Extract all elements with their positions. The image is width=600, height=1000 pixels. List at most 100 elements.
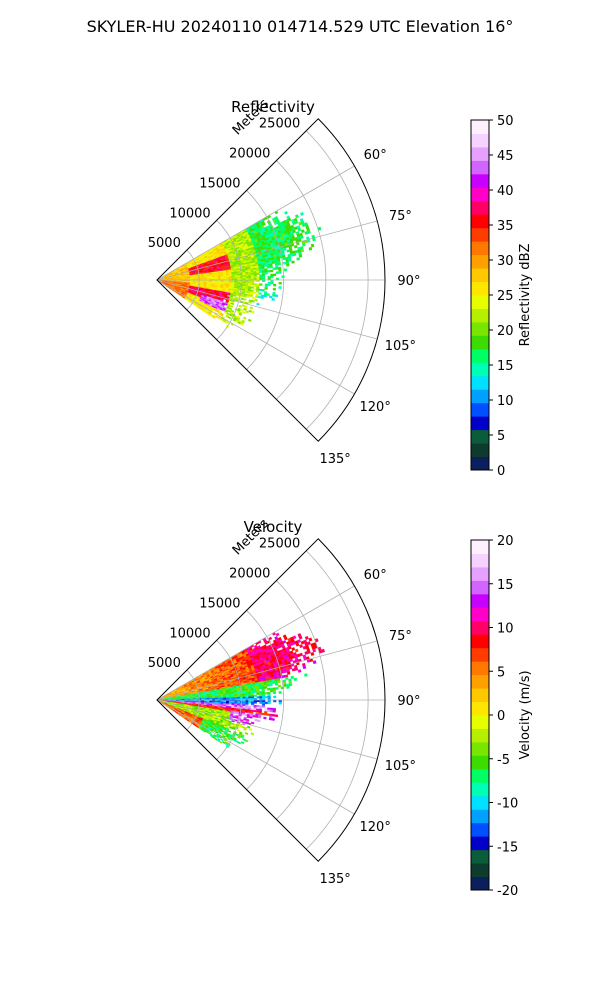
- echo-cell: [234, 277, 238, 279]
- echo-cell: [256, 696, 260, 699]
- echo-cell: [261, 289, 265, 292]
- echo-cell: [278, 271, 282, 274]
- echo-cell: [271, 298, 275, 301]
- echo-cell: [245, 275, 249, 278]
- echo-cell: [250, 276, 255, 279]
- echo-cell: [245, 310, 249, 314]
- echo-cell: [294, 214, 299, 219]
- colorbar-segment: [471, 389, 489, 404]
- echo-cell: [224, 321, 229, 325]
- echo-cell: [275, 271, 279, 274]
- echo-cell: [262, 701, 266, 704]
- echo-cell: [261, 694, 266, 697]
- echo-cell: [252, 291, 257, 295]
- colorbar-tick-label: 25: [497, 289, 514, 304]
- colorbar-segment: [471, 227, 489, 242]
- echo-cell: [264, 283, 268, 286]
- echo-cell: [220, 738, 224, 742]
- echo-field: [156, 210, 322, 329]
- echo-cell: [270, 273, 274, 277]
- echo-cell: [256, 283, 260, 286]
- colorbar-segment: [471, 348, 489, 363]
- echo-cell: [254, 298, 258, 302]
- echo-cell: [267, 281, 271, 285]
- echo-cell: [257, 715, 262, 719]
- echo-cell: [277, 262, 281, 266]
- colorbar-segment: [471, 429, 489, 444]
- echo-cell: [237, 741, 242, 745]
- colorbar-tick-label: 15: [497, 359, 514, 374]
- echo-cell: [237, 696, 241, 699]
- echo-cell: [250, 696, 255, 699]
- echo-cell: [272, 287, 277, 291]
- echo-cell: [270, 269, 274, 273]
- echo-cell: [258, 288, 263, 292]
- colorbar-tick-label: 10: [497, 394, 514, 409]
- echo-cell: [239, 322, 244, 326]
- echo-cell: [267, 269, 271, 273]
- echo-cell: [253, 272, 257, 276]
- sector-outline: [156, 118, 386, 442]
- colorbar-segment: [471, 160, 489, 175]
- echo-cell: [267, 283, 271, 287]
- echo-cell: [245, 276, 249, 279]
- echo-cell: [263, 294, 267, 298]
- echo-cell: [264, 272, 268, 275]
- echo-cell: [263, 716, 267, 720]
- echo-cell: [250, 693, 255, 696]
- echo-cell: [243, 295, 248, 298]
- colorbar-segment: [471, 375, 489, 390]
- echo-cell: [238, 304, 242, 308]
- colorbar-segment: [471, 241, 489, 256]
- echo-cell: [218, 740, 223, 744]
- echo-cell: [248, 276, 252, 279]
- colorbar-segment: [471, 402, 489, 417]
- echo-cell: [254, 718, 258, 722]
- echo-cell: [248, 281, 252, 284]
- angle-tick-label: 105°: [385, 339, 416, 354]
- echo-cell: [261, 703, 266, 706]
- echo-cell: [264, 701, 268, 705]
- echo-cell: [241, 713, 245, 716]
- colorbar-segment: [471, 214, 489, 229]
- colorbar-segment: [471, 456, 489, 471]
- colorbar-segment: [471, 362, 489, 377]
- echo-cell: [262, 696, 266, 699]
- echo-cell: [307, 230, 311, 235]
- echo-cell: [236, 729, 241, 732]
- colorbar-segment: [471, 335, 489, 350]
- angle-spoke: [156, 279, 378, 340]
- echo-cell: [264, 686, 268, 689]
- echo-cell: [266, 265, 271, 269]
- echo-cell: [250, 281, 255, 284]
- echo-cell: [248, 274, 252, 277]
- echo-cell: [226, 697, 230, 699]
- echo-cell: [264, 695, 268, 699]
- echo-cell: [245, 695, 249, 698]
- echo-cell: [253, 284, 257, 288]
- colorbar-segment: [471, 308, 489, 323]
- colorbar-segment: [471, 200, 489, 215]
- echo-cell: [249, 306, 254, 310]
- echo-cell: [257, 719, 261, 723]
- radial-tick-label: 10000: [169, 206, 210, 221]
- echo-cell: [257, 295, 262, 299]
- echo-cell: [238, 313, 242, 316]
- echo-cell: [245, 701, 249, 704]
- colorbar-segment: [471, 443, 489, 458]
- echo-cell: [237, 276, 241, 279]
- echo-cell: [258, 270, 263, 274]
- echo-cell: [278, 286, 282, 289]
- echo-cell: [228, 277, 232, 279]
- colorbar-tick-label: 40: [497, 184, 514, 199]
- echo-cell: [259, 274, 263, 277]
- echo-cell: [270, 275, 274, 279]
- angle-spoke: [156, 165, 355, 281]
- echo-cell: [253, 283, 257, 286]
- echo-cell: [310, 243, 315, 248]
- echo-cell: [248, 696, 252, 699]
- echo-cell: [278, 266, 282, 270]
- echo-cell: [244, 710, 248, 713]
- echo-cell: [242, 275, 246, 278]
